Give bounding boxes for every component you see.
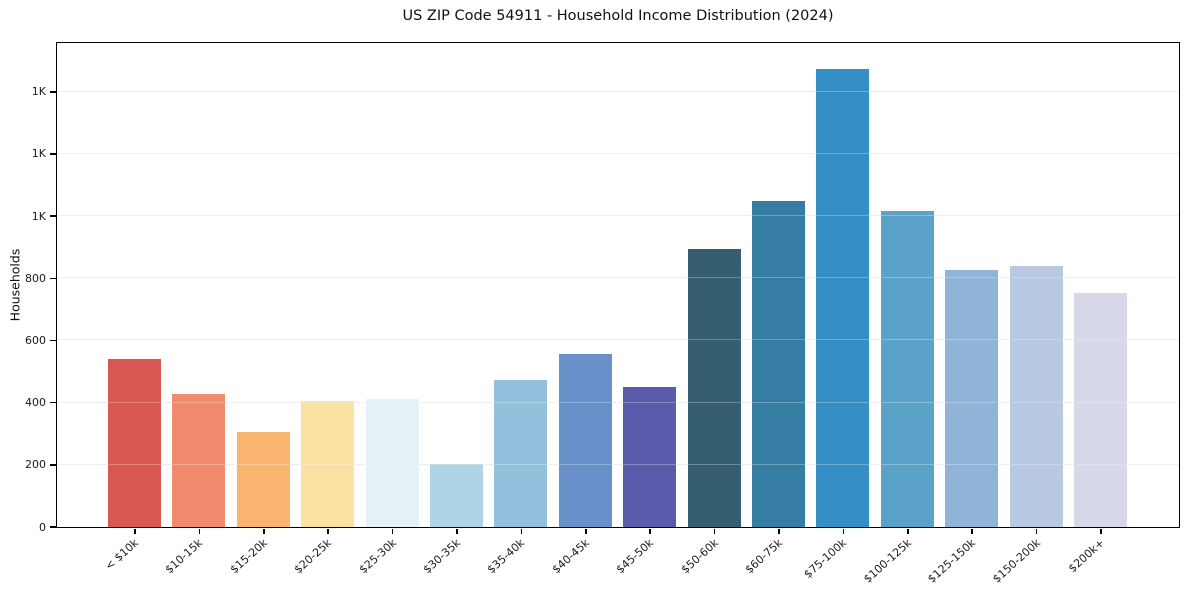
y-tick-label-6: 1K xyxy=(31,147,46,161)
gridline-5 xyxy=(56,215,1179,217)
bar-50-60k xyxy=(687,249,741,527)
bar-100-125k xyxy=(880,210,934,527)
bar-150-200k xyxy=(1009,266,1063,527)
x-tick-mark-12 xyxy=(907,528,909,534)
gridline-2 xyxy=(56,401,1179,403)
y-tick-mark-3 xyxy=(49,339,56,342)
y-tick-mark-5 xyxy=(49,215,56,217)
chart-title: US ZIP Code 54911 - Household Income Dis… xyxy=(402,8,834,24)
gridline-1 xyxy=(56,463,1179,465)
bar-15-20k xyxy=(236,431,290,527)
y-tick-label-2: 400 xyxy=(25,396,46,410)
bar-200k xyxy=(1074,293,1127,527)
gridline-overlay-3 xyxy=(56,339,1179,341)
plot-area xyxy=(55,41,1180,528)
y-tick-mark-2 xyxy=(49,401,56,404)
gridline-overlay-2 xyxy=(56,401,1179,403)
gridline-overlay-4 xyxy=(56,277,1179,279)
bar-30-35k xyxy=(430,463,483,527)
bar-10k xyxy=(108,358,161,527)
gridline-overlay-5 xyxy=(56,215,1179,217)
gridline-7 xyxy=(56,90,1179,92)
bar-125-150k xyxy=(945,270,999,527)
bar-10-15k xyxy=(172,394,226,527)
x-tick-label-0: < $10k xyxy=(102,536,142,573)
y-tick-label-4: 800 xyxy=(25,271,46,285)
x-tick-mark-14 xyxy=(1035,528,1038,534)
x-tick-mark-13 xyxy=(971,528,973,534)
x-tick-mark-3 xyxy=(327,528,329,534)
x-tick-mark-9 xyxy=(713,528,716,534)
bar-40-45k xyxy=(558,353,612,527)
y-tick-mark-0 xyxy=(49,526,56,528)
bar-25-30k xyxy=(365,399,419,527)
x-tick-mark-10 xyxy=(778,528,780,534)
gridline-overlay-7 xyxy=(56,90,1179,92)
gridline-overlay-6 xyxy=(56,152,1179,154)
bar-75-100k xyxy=(816,68,870,527)
y-tick-label-0: 0 xyxy=(39,520,46,534)
y-axis-label: Households xyxy=(7,248,23,322)
y-tick-label-1: 200 xyxy=(25,458,46,472)
gridline-4 xyxy=(56,277,1179,279)
x-tick-mark-15 xyxy=(1100,528,1102,534)
x-tick-mark-4 xyxy=(391,528,394,534)
x-tick-mark-0 xyxy=(134,528,136,534)
y-tick-mark-1 xyxy=(49,464,56,466)
gridline-3 xyxy=(56,339,1179,341)
bar-20-25k xyxy=(301,400,355,527)
y-tick-label-3: 600 xyxy=(25,333,46,347)
x-tick-mark-11 xyxy=(842,528,845,534)
bar-35-40k xyxy=(494,380,548,527)
x-tick-mark-7 xyxy=(585,528,587,534)
bar-45-50k xyxy=(623,386,677,527)
y-tick-label-5: 1K xyxy=(31,209,46,223)
y-tick-mark-4 xyxy=(49,277,56,280)
y-tick-label-7: 1K xyxy=(31,85,46,99)
x-tick-mark-5 xyxy=(456,528,458,534)
x-tick-mark-8 xyxy=(649,528,651,534)
y-tick-mark-6 xyxy=(49,153,56,155)
bar-60-75k xyxy=(752,201,805,527)
x-tick-mark-6 xyxy=(520,528,523,534)
x-tick-mark-1 xyxy=(198,528,201,534)
x-tick-mark-2 xyxy=(263,528,265,534)
gridline-overlay-1 xyxy=(56,463,1179,465)
gridline-6 xyxy=(56,152,1179,154)
y-tick-mark-7 xyxy=(49,91,56,93)
